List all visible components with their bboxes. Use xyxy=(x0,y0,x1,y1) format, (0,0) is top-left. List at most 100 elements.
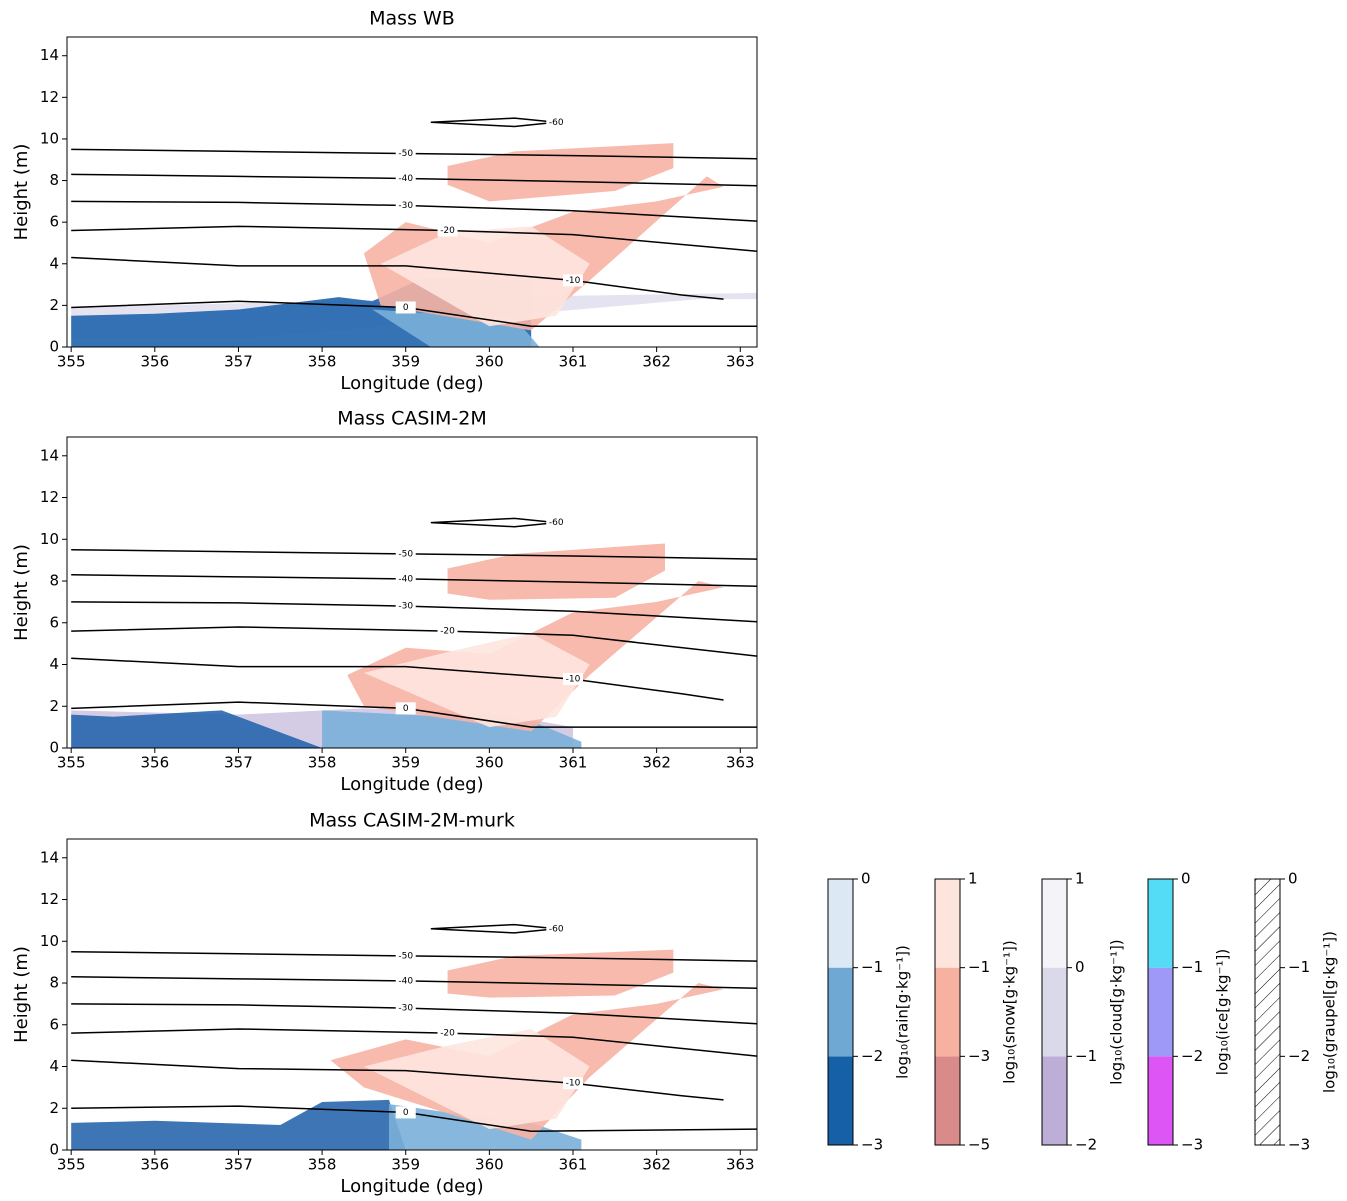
shaded-region xyxy=(447,543,665,600)
x-axis-label: Longitude (deg) xyxy=(340,774,483,795)
x-axis-label: Longitude (deg) xyxy=(340,373,483,394)
contour-label: -50 xyxy=(398,149,413,159)
contour-label: -40 xyxy=(398,574,413,584)
y-tick-label: 4 xyxy=(49,655,59,673)
shaded-region xyxy=(363,1028,590,1130)
y-tick-label: 14 xyxy=(40,848,59,866)
x-tick-label: 361 xyxy=(559,1156,588,1174)
x-tick-label: 356 xyxy=(140,754,169,772)
y-tick-label: 10 xyxy=(40,530,59,548)
x-tick-label: 355 xyxy=(57,1156,86,1174)
y-tick-label: 0 xyxy=(49,1141,59,1159)
colorbar-tick-label: 0 xyxy=(1288,870,1298,888)
x-tick-label: 361 xyxy=(559,353,588,371)
label-bg xyxy=(546,922,567,935)
label-bg xyxy=(395,974,416,987)
contour-label: 0 xyxy=(403,1108,409,1118)
colorbar-bin xyxy=(1042,967,1067,1057)
isotherm xyxy=(71,256,724,300)
contour-label: -20 xyxy=(440,627,455,637)
y-tick-label: 6 xyxy=(49,213,59,231)
y-tick-label: 14 xyxy=(40,46,59,64)
colorbar-bin xyxy=(1148,1056,1173,1145)
label-bg xyxy=(546,516,567,529)
colorbar-bin xyxy=(1148,967,1173,1057)
shaded-region xyxy=(363,633,590,728)
colorbar-bin xyxy=(935,1056,960,1145)
plot-area: -60 -50 -40 -30 -20 -10 0 xyxy=(71,116,757,347)
contour-label: -30 xyxy=(398,1004,413,1014)
x-tick-label: 359 xyxy=(391,754,420,772)
colorbar-bin xyxy=(828,879,853,968)
label-bg xyxy=(395,572,416,585)
x-tick-label: 359 xyxy=(391,353,420,371)
contour-label: -20 xyxy=(440,226,455,236)
x-tick-label: 361 xyxy=(559,754,588,772)
label-bg xyxy=(563,274,583,287)
colorbar-tick-label: 1 xyxy=(968,870,978,888)
colorbar-tick-label: 0 xyxy=(1075,958,1085,976)
x-tick-label: 358 xyxy=(308,353,337,371)
y-axis-label: Height (m) xyxy=(11,946,32,1043)
y-tick-label: 8 xyxy=(49,974,59,992)
colorbar-label: log₁₀(ice[g·kg⁻¹]) xyxy=(1214,949,1232,1075)
colorbar-tick-label: −2 xyxy=(1288,1047,1310,1065)
label-bg xyxy=(395,702,416,715)
y-tick-label: 2 xyxy=(49,296,59,314)
x-tick-label: 355 xyxy=(57,353,86,371)
colorbar-bin xyxy=(935,879,960,968)
label-bg xyxy=(546,116,567,129)
y-tick-label: 12 xyxy=(40,488,59,506)
contour-label: 0 xyxy=(403,704,409,714)
colorbar-tick-label: −1 xyxy=(1075,1047,1097,1065)
x-tick-label: 358 xyxy=(308,1156,337,1174)
y-tick-label: 14 xyxy=(40,446,59,464)
contour-label: -40 xyxy=(398,174,413,184)
chart-title: Mass CASIM-2M-murk xyxy=(309,810,515,832)
x-tick-label: 355 xyxy=(57,754,86,772)
colorbar-frame xyxy=(1147,878,1174,1146)
isotherm xyxy=(71,657,724,701)
y-tick-label: 8 xyxy=(49,171,59,189)
contour-label: -10 xyxy=(566,675,581,685)
label-bg xyxy=(395,1002,416,1015)
colorbar-label: log₁₀(cloud[g·kg⁻¹]) xyxy=(1108,939,1126,1084)
colorbar-tick-label: −1 xyxy=(968,958,990,976)
colorbar-tick-label: −2 xyxy=(1181,1047,1203,1065)
x-tick-label: 357 xyxy=(224,754,253,772)
y-tick-label: 10 xyxy=(40,932,59,950)
x-tick-label: 363 xyxy=(726,353,755,371)
y-tick-label: 4 xyxy=(49,1057,59,1075)
y-tick-label: 6 xyxy=(49,613,59,631)
colorbar-hatch xyxy=(1255,967,1280,1057)
colorbar-bin xyxy=(828,967,853,1057)
y-tick-label: 0 xyxy=(49,739,59,757)
shaded-region xyxy=(71,710,323,748)
x-tick-label: 357 xyxy=(224,353,253,371)
colorbar-frame xyxy=(1041,878,1068,1146)
x-tick-label: 360 xyxy=(475,754,504,772)
label-bg xyxy=(395,547,416,560)
x-tick-label: 358 xyxy=(308,754,337,772)
y-tick-label: 4 xyxy=(49,254,59,272)
contour-label: -50 xyxy=(398,549,413,559)
x-tick-label: 360 xyxy=(475,353,504,371)
colorbar-hatch xyxy=(1255,879,1280,968)
x-tick-label: 363 xyxy=(726,754,755,772)
label-bg xyxy=(437,1027,458,1040)
label-bg xyxy=(563,673,583,686)
x-tick-label: 356 xyxy=(140,353,169,371)
colorbar-tick-label: −3 xyxy=(1288,1136,1310,1154)
label-bg xyxy=(437,224,458,237)
colorbar-bin xyxy=(828,1056,853,1145)
label-bg xyxy=(395,1106,416,1119)
y-tick-label: 8 xyxy=(49,572,59,590)
x-tick-label: 359 xyxy=(391,1156,420,1174)
y-tick-label: 12 xyxy=(40,890,59,908)
colorbar-tick-label: −1 xyxy=(861,958,883,976)
contour-label: -30 xyxy=(398,602,413,612)
colorbar-tick-label: −2 xyxy=(1075,1136,1097,1154)
y-tick-label: 0 xyxy=(49,338,59,356)
colorbar-tick-label: −5 xyxy=(968,1136,990,1154)
colorbar-tick-label: −3 xyxy=(861,1136,883,1154)
